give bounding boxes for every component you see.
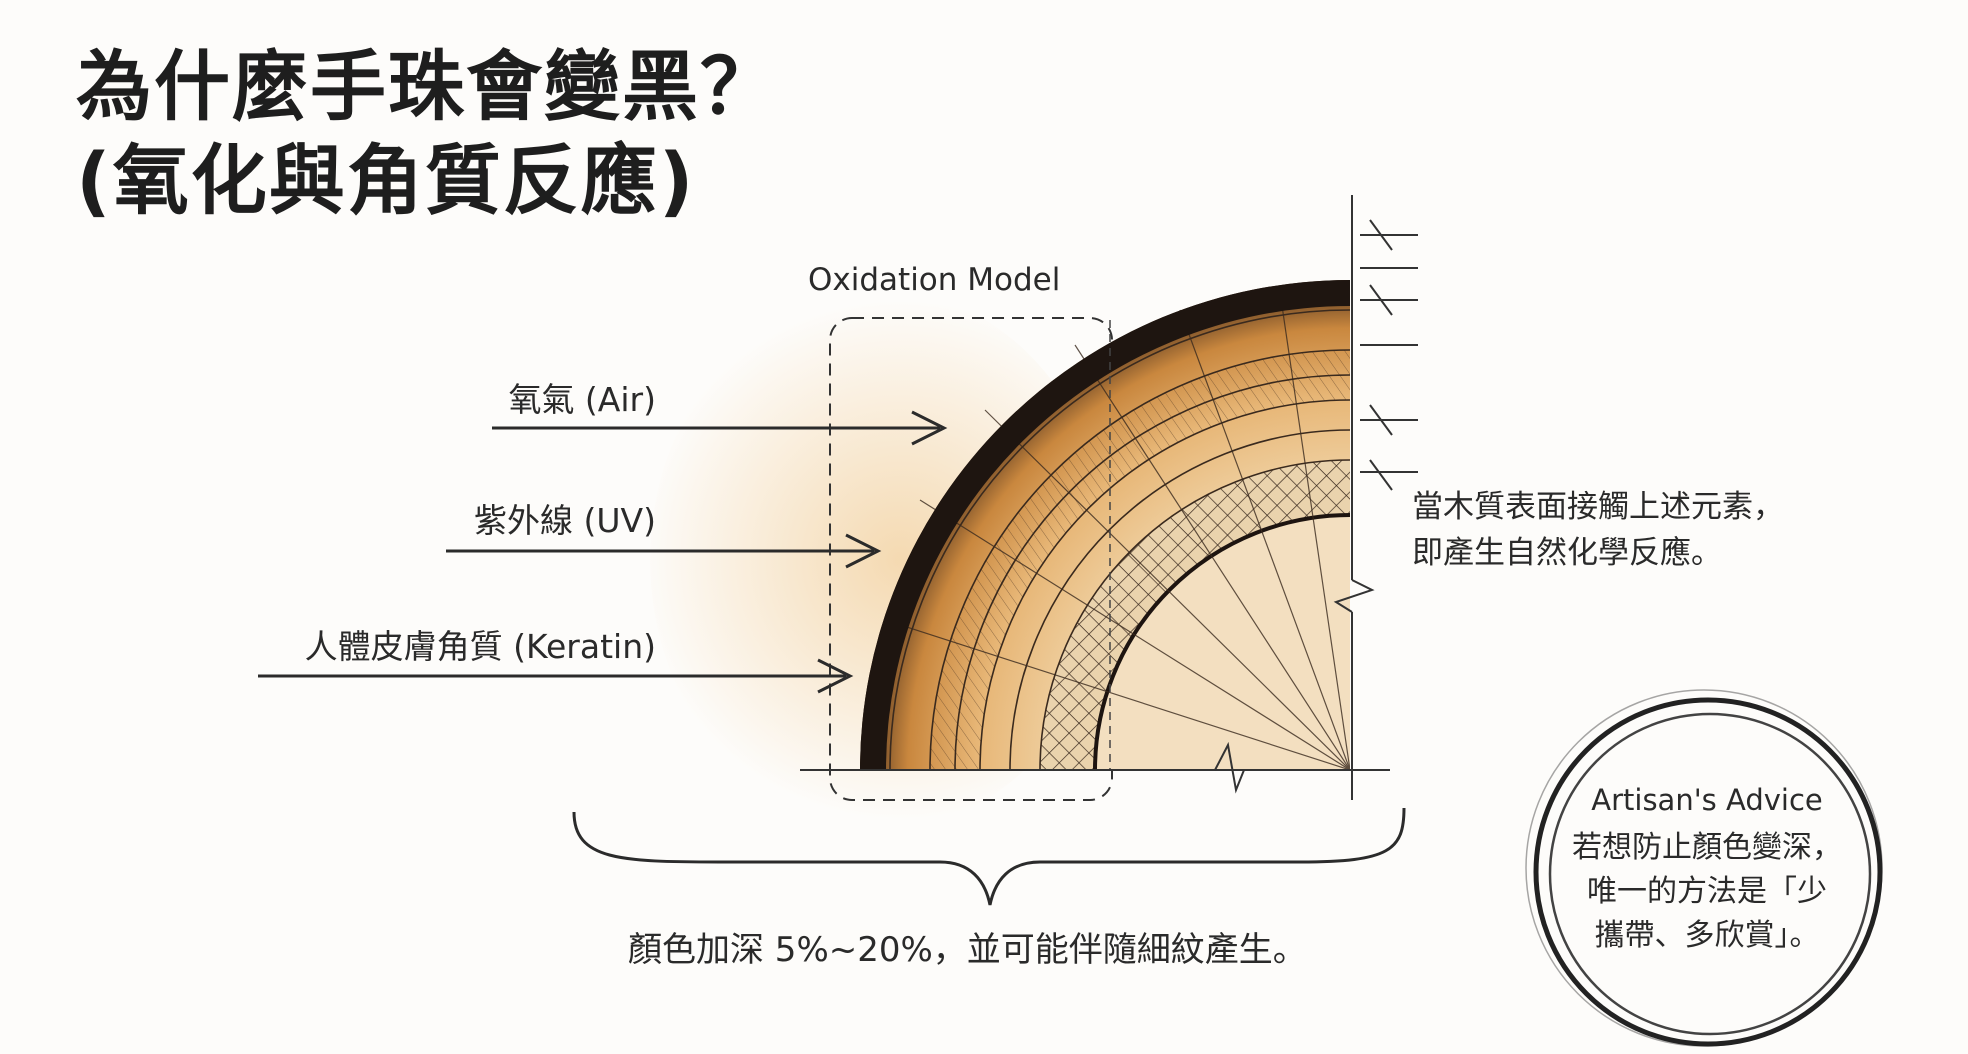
input-label-air: 氧氣 (Air) bbox=[508, 380, 656, 419]
advice-line-3: 攜帶、多欣賞」。 bbox=[1594, 918, 1820, 953]
title-line-2: (氧化與角質反應) bbox=[76, 136, 696, 225]
input-label-keratin: 人體皮膚角質 (Keratin) bbox=[304, 627, 656, 666]
side-note-line-1: 當木質表面接觸上述元素， bbox=[1412, 489, 1784, 525]
advice-box: Artisan's Advice 若想防止顏色變深， 唯一的方法是「少 攜帶、多… bbox=[1562, 778, 1852, 958]
baseline bbox=[800, 741, 1390, 794]
side-note-line-2: 即產生自然化學反應。 bbox=[1412, 535, 1722, 571]
dimension-line bbox=[1333, 195, 1418, 800]
arrow-uv bbox=[446, 533, 882, 569]
wood-cross-section bbox=[860, 280, 1350, 770]
advice-title: Artisan's Advice bbox=[1591, 783, 1823, 817]
input-label-uv: 紫外線 (UV) bbox=[474, 501, 656, 540]
title-line-1: 為什麼手珠會變黑？ bbox=[76, 42, 778, 131]
summary-brace bbox=[572, 807, 1406, 906]
advice-line-2: 唯一的方法是「少 bbox=[1587, 874, 1827, 909]
arrow-keratin bbox=[258, 658, 854, 694]
model-label: Oxidation Model bbox=[808, 262, 1061, 298]
advice-line-1: 若想防止顏色變深， bbox=[1572, 830, 1842, 865]
advice-ring bbox=[1525, 689, 1883, 1047]
side-note: 當木質表面接觸上述元素， 即產生自然化學反應。 bbox=[1412, 484, 1784, 576]
page-title: 為什麼手珠會變黑？ (氧化與角質反應) bbox=[76, 40, 778, 228]
arrow-air bbox=[492, 410, 948, 446]
summary-text: 顏色加深 5%~20%，並可能伴隨細紋產生。 bbox=[628, 930, 1307, 970]
